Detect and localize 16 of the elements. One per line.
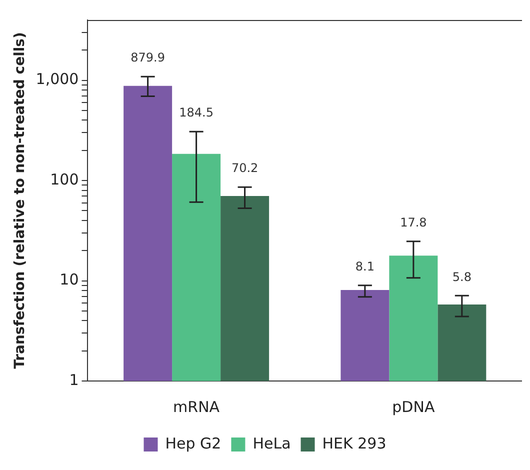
data-label: 879.9 <box>130 50 165 65</box>
legend-label: Hep G2 <box>165 434 222 452</box>
x-tick-label: mRNA <box>173 398 220 416</box>
data-label: 5.8 <box>452 270 472 284</box>
y-axis-title: Transfection (relative to non-treated cells) <box>12 32 28 369</box>
data-label: 184.5 <box>179 106 214 120</box>
data-label: 70.2 <box>231 161 258 176</box>
y-tick-label: 1 <box>69 370 79 389</box>
y-tick-label: 10 <box>60 270 79 289</box>
x-tick-label: pDNA <box>392 398 436 416</box>
data-label: 17.8 <box>400 216 427 230</box>
legend-label: HEK 293 <box>322 434 386 452</box>
data-label: 8.1 <box>355 259 374 274</box>
legend-label: HeLa <box>252 434 291 452</box>
y-tick-label: 1,000 <box>36 70 79 88</box>
y-tick-label: 100 <box>50 170 79 188</box>
